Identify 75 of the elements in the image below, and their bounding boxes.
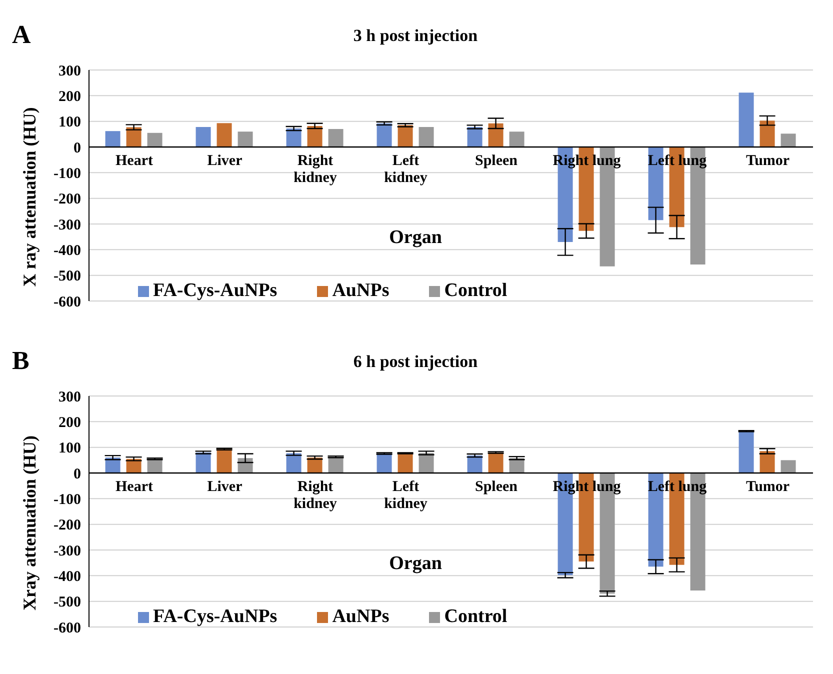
bar (509, 132, 524, 147)
bar (328, 456, 344, 473)
x-tick-label: Spleen (474, 479, 518, 495)
y-tick-label: 100 (58, 440, 81, 457)
y-tick-label: 100 (58, 114, 81, 131)
y-tick-label: -600 (54, 294, 81, 310)
legend-label: AuNPs (332, 280, 390, 302)
y-tick-label: -100 (54, 166, 81, 182)
x-tick-label: Spleen (474, 153, 518, 169)
y-tick-label: -200 (54, 192, 81, 208)
y-tick-label: -300 (54, 217, 81, 234)
x-tick-label: Tumor (746, 479, 790, 495)
y-axis-title: Xray attenuation (HU) (20, 436, 40, 610)
bar (196, 452, 211, 473)
bar (307, 126, 322, 147)
bar (738, 431, 754, 473)
y-tick-label: -200 (54, 518, 81, 534)
bar (286, 128, 302, 147)
bar (216, 449, 232, 473)
bar (196, 126, 211, 147)
x-tick-label: Left kidney (384, 479, 428, 512)
bar (760, 120, 775, 147)
bar (780, 134, 796, 147)
bar (286, 453, 302, 473)
y-tick-label: -100 (54, 492, 81, 508)
bar (467, 456, 482, 473)
bar (376, 123, 392, 147)
y-tick-label: 0 (74, 466, 81, 482)
x-tick-label: Heart (116, 153, 153, 169)
x-axis-title: Organ (389, 227, 442, 248)
bar (398, 453, 413, 473)
text: A (12, 20, 31, 50)
x-tick-label: Liver (207, 153, 243, 169)
x-tick-label: Heart (116, 479, 153, 495)
bar (126, 127, 142, 147)
bar (376, 453, 392, 473)
legend-label: Control (444, 606, 508, 628)
bar (760, 451, 775, 473)
x-tick-label: Left kidney (384, 153, 428, 186)
chart-title: 3 h post injection (353, 26, 478, 45)
bar (398, 125, 413, 147)
y-tick-label: 300 (58, 389, 81, 406)
x-tick-label: Right kidney (294, 479, 338, 512)
y-tick-label: 200 (58, 414, 81, 431)
x-tick-label: Liver (207, 479, 243, 495)
y-tick-label: -500 (54, 594, 81, 611)
y-tick-label: 0 (74, 140, 81, 156)
legend-label: Control (444, 280, 508, 302)
x-axis-title: Organ (389, 553, 442, 574)
legend-label: FA-Cys-AuNPs (153, 280, 278, 302)
bar (238, 132, 253, 147)
y-tick-label: 200 (58, 88, 81, 105)
x-tick-label: Right kidney (294, 153, 338, 186)
y-tick-label: 300 (58, 63, 81, 80)
bar (738, 92, 754, 147)
legend-label: FA-Cys-AuNPs (153, 606, 278, 628)
y-tick-label: -400 (54, 242, 81, 259)
chart-title: 6 h post injection (353, 352, 478, 371)
y-tick-label: -300 (54, 543, 81, 560)
x-tick-label: Tumor (746, 153, 790, 169)
bar (780, 460, 796, 473)
bar (216, 123, 232, 147)
y-tick-label: -500 (54, 268, 81, 285)
bar (488, 123, 504, 147)
legend-label: AuNPs (332, 606, 390, 628)
bar (488, 452, 504, 473)
y-axis-title: X ray attenuation (HU) (20, 107, 40, 287)
y-tick-label: -400 (54, 568, 81, 585)
bar (147, 132, 162, 147)
text: B (12, 346, 30, 376)
bar (307, 458, 322, 473)
bar (105, 131, 120, 147)
bar (418, 126, 434, 147)
y-tick-label: -600 (54, 620, 81, 636)
bar (328, 129, 344, 147)
